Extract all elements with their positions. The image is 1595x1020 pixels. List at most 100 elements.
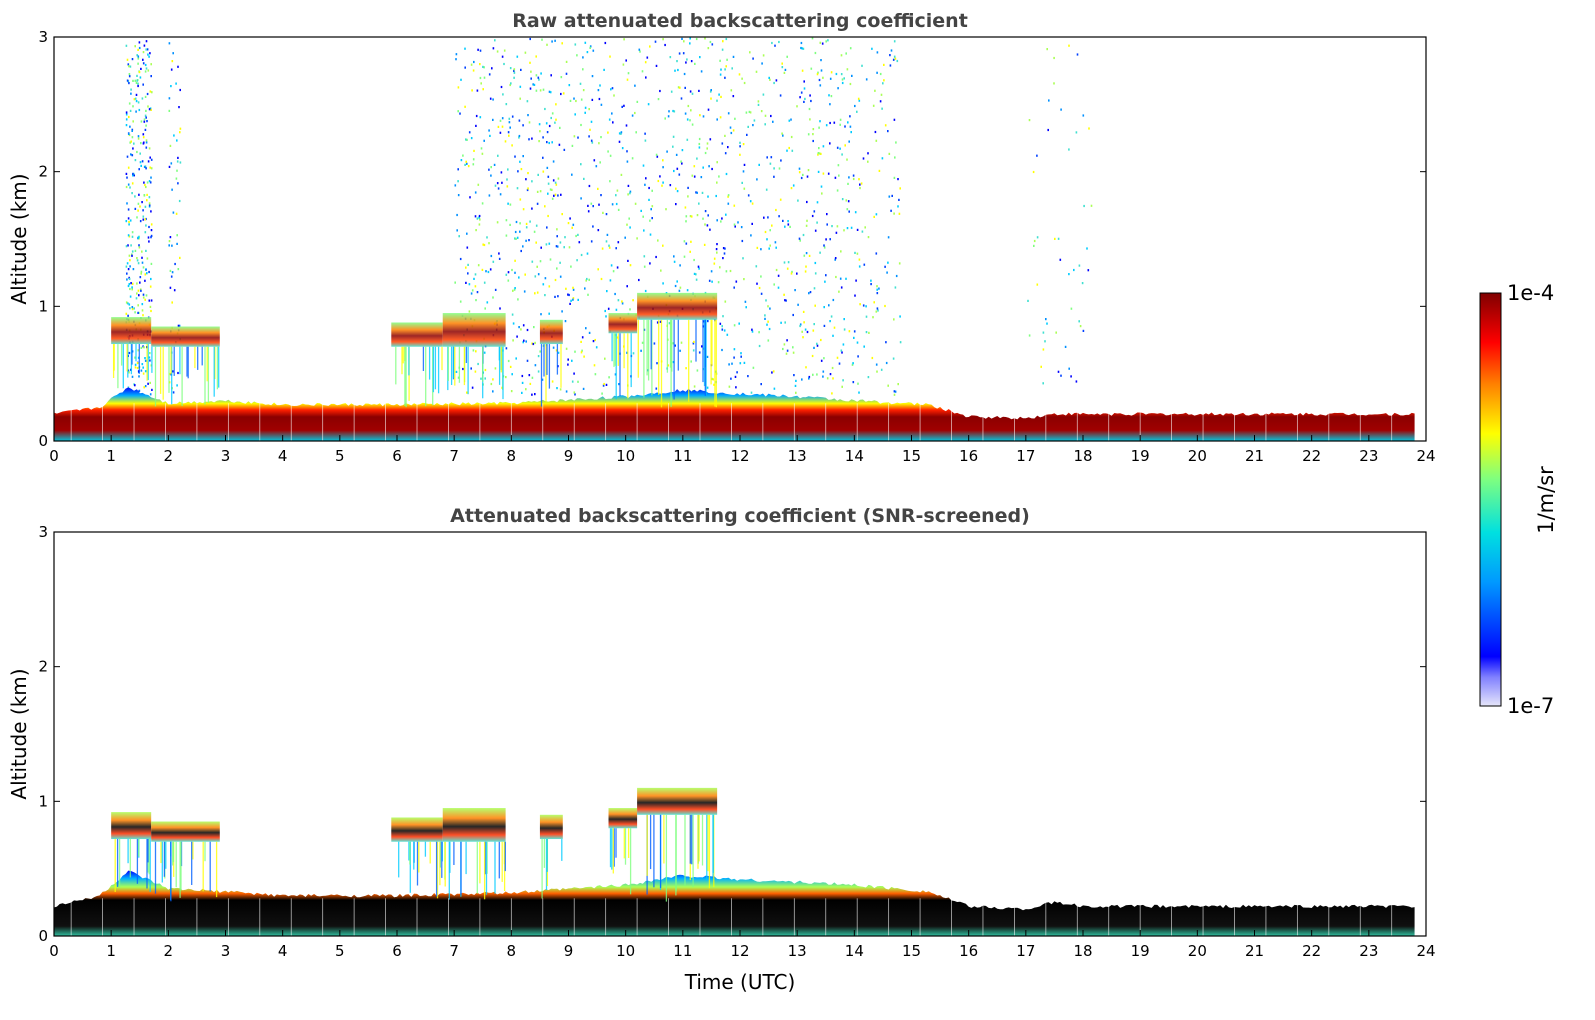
noise-pixel bbox=[822, 370, 825, 373]
noise-pixel bbox=[132, 268, 135, 271]
noise-pixel bbox=[501, 181, 503, 184]
plot-area bbox=[54, 787, 1415, 936]
noise-pixel bbox=[796, 105, 798, 108]
noise-pixel bbox=[834, 258, 836, 261]
noise-pixel bbox=[1042, 382, 1044, 385]
noise-pixel bbox=[717, 281, 720, 284]
noise-pixel bbox=[1046, 322, 1048, 325]
noise-pixel bbox=[689, 250, 691, 253]
noise-pixel bbox=[820, 59, 822, 62]
noise-pixel bbox=[690, 360, 692, 363]
noise-pixel bbox=[615, 308, 618, 311]
noise-pixel bbox=[694, 62, 696, 65]
noise-pixel bbox=[459, 300, 462, 303]
noise-pixel bbox=[142, 293, 145, 296]
noise-pixel bbox=[537, 355, 540, 358]
noise-pixel bbox=[125, 124, 128, 127]
noise-pixel bbox=[829, 103, 831, 106]
noise-pixel bbox=[690, 240, 692, 243]
x-tick-label: 7 bbox=[449, 447, 459, 465]
noise-pixel bbox=[876, 285, 878, 288]
noise-pixel bbox=[554, 181, 557, 184]
noise-pixel bbox=[667, 115, 670, 118]
noise-pixel bbox=[690, 60, 693, 63]
noise-pixel bbox=[727, 195, 729, 198]
noise-pixel bbox=[492, 118, 494, 121]
noise-pixel bbox=[712, 378, 714, 381]
noise-pixel bbox=[654, 40, 657, 43]
noise-pixel bbox=[691, 174, 694, 177]
noise-pixel bbox=[171, 301, 173, 304]
noise-pixel bbox=[147, 53, 149, 56]
noise-pixel bbox=[133, 142, 135, 145]
noise-pixel bbox=[514, 287, 516, 290]
x-tick-label: 14 bbox=[845, 942, 864, 960]
noise-pixel bbox=[531, 342, 533, 345]
noise-pixel bbox=[138, 193, 140, 196]
noise-pixel bbox=[470, 137, 473, 140]
noise-pixel bbox=[775, 246, 777, 249]
noise-pixel bbox=[751, 328, 753, 331]
noise-pixel bbox=[704, 151, 707, 155]
noise-pixel bbox=[506, 185, 509, 188]
noise-pixel bbox=[721, 142, 724, 145]
noise-pixel bbox=[527, 172, 529, 175]
noise-pixel bbox=[556, 245, 559, 248]
noise-pixel bbox=[142, 218, 145, 221]
noise-pixel bbox=[474, 273, 477, 276]
noise-pixel bbox=[664, 43, 666, 47]
noise-pixel bbox=[460, 78, 462, 81]
noise-pixel bbox=[852, 381, 855, 384]
noise-pixel bbox=[593, 364, 596, 367]
noise-pixel bbox=[810, 67, 813, 70]
noise-pixel bbox=[808, 377, 810, 380]
x-tick-label: 2 bbox=[164, 942, 174, 960]
noise-pixel bbox=[499, 119, 502, 122]
noise-pixel bbox=[802, 310, 805, 313]
noise-pixel bbox=[830, 315, 833, 318]
noise-pixel bbox=[594, 373, 597, 376]
noise-pixel bbox=[125, 245, 128, 248]
noise-pixel bbox=[707, 214, 709, 217]
noise-pixel bbox=[823, 357, 825, 360]
noise-pixel bbox=[706, 224, 709, 227]
noise-pixel bbox=[743, 187, 746, 190]
noise-pixel bbox=[475, 229, 477, 232]
noise-pixel bbox=[616, 336, 619, 339]
noise-pixel bbox=[698, 89, 700, 92]
noise-pixel bbox=[880, 93, 883, 96]
noise-pixel bbox=[456, 213, 458, 217]
noise-pixel bbox=[516, 236, 519, 239]
noise-pixel bbox=[835, 231, 838, 234]
noise-pixel bbox=[581, 349, 583, 352]
noise-pixel bbox=[615, 202, 618, 206]
noise-pixel bbox=[545, 243, 548, 246]
noise-pixel bbox=[640, 349, 642, 352]
noise-pixel bbox=[125, 220, 128, 223]
noise-pixel bbox=[1082, 114, 1085, 117]
noise-pixel bbox=[550, 74, 552, 77]
noise-pixel bbox=[505, 376, 507, 379]
noise-pixel bbox=[552, 160, 555, 163]
noise-pixel bbox=[467, 165, 470, 168]
noise-pixel bbox=[131, 282, 134, 285]
noise-pixel bbox=[482, 65, 484, 68]
noise-pixel bbox=[858, 258, 861, 261]
noise-pixel bbox=[512, 289, 514, 292]
noise-pixel bbox=[479, 49, 482, 52]
noise-pixel bbox=[841, 351, 843, 354]
noise-pixel bbox=[142, 314, 144, 317]
noise-pixel bbox=[481, 268, 484, 271]
y-tick-label: 1 bbox=[38, 792, 48, 810]
noise-pixel bbox=[662, 166, 664, 169]
noise-pixel bbox=[814, 229, 817, 232]
noise-pixel bbox=[620, 131, 623, 134]
noise-pixel bbox=[466, 246, 469, 249]
noise-pixel bbox=[760, 110, 763, 113]
noise-pixel bbox=[831, 225, 833, 228]
noise-pixel bbox=[135, 81, 138, 84]
noise-pixel bbox=[599, 161, 601, 164]
noise-pixel bbox=[500, 171, 503, 174]
noise-pixel bbox=[143, 346, 145, 349]
noise-pixel bbox=[142, 372, 145, 375]
